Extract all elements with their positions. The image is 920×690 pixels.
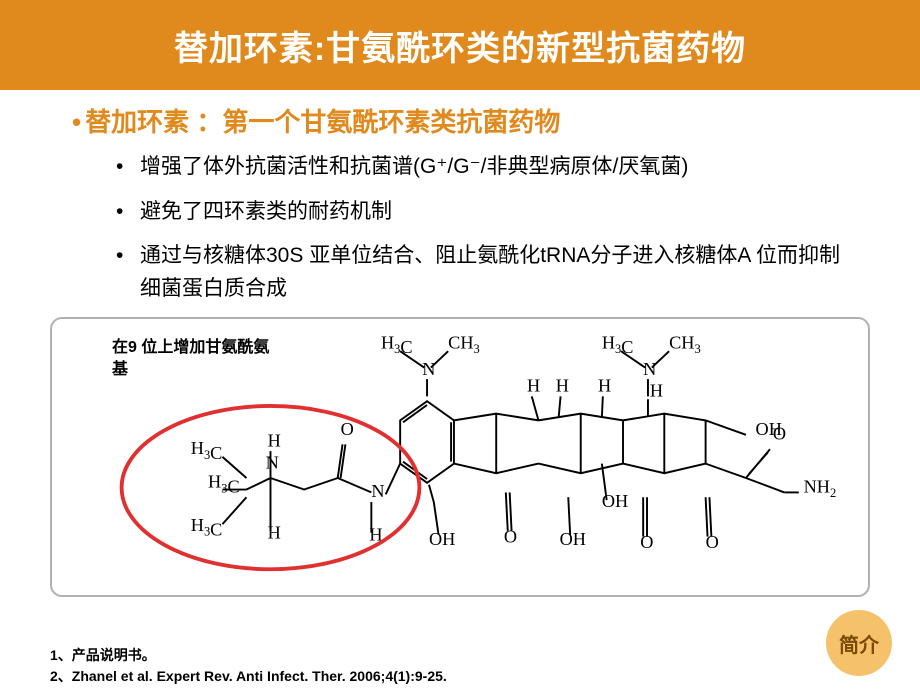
svg-text:CH3: CH3 [669, 333, 701, 357]
svg-text:O: O [773, 424, 786, 444]
svg-text:N: N [371, 481, 384, 501]
content-area: 替加环素 ：第一个甘氨酰环素类抗菌药物 增强了体外抗菌活性和抗菌谱(G⁺/G⁻/… [0, 90, 920, 305]
svg-text:NH2: NH2 [804, 477, 837, 501]
svg-text:O: O [504, 527, 517, 547]
sub-bullet-item: 增强了体外抗菌活性和抗菌谱(G⁺/G⁻/非典型病原体/厌氧菌) [140, 151, 880, 184]
reference-line: 2、Zhanel et al. Expert Rev. Anti Infect.… [50, 666, 447, 686]
svg-text:O: O [341, 419, 354, 439]
svg-text:H3C: H3C [208, 472, 240, 497]
svg-text:H3C: H3C [191, 438, 223, 463]
svg-text:CH3: CH3 [448, 333, 480, 357]
chemical-structure-svg: H3CCH3H3CCH3NNHHHHOHOHNH2H3CH3CH3CHNHONH… [112, 324, 842, 584]
svg-text:H: H [268, 523, 281, 543]
main-bullet: 替加环素 ：第一个甘氨酰环素类抗菌药物 [72, 102, 880, 139]
svg-text:N: N [643, 359, 656, 379]
reference-line: 1、产品说明书。 [50, 645, 447, 665]
sub-bullet-item: 避免了四环素类的耐药机制 [140, 196, 880, 229]
badge-label: 简介 [839, 629, 879, 658]
svg-text:H: H [268, 431, 281, 451]
svg-text:H3C: H3C [381, 333, 413, 358]
svg-text:H: H [556, 376, 569, 396]
svg-text:OH: OH [560, 529, 586, 549]
sub-bullet-list: 增强了体外抗菌活性和抗菌谱(G⁺/G⁻/非典型病原体/厌氧菌) 避免了四环素类的… [140, 151, 880, 305]
svg-text:H3C: H3C [602, 333, 634, 358]
title-bar: 替加环素:甘氨酰环类的新型抗菌药物 [0, 0, 920, 90]
svg-text:N: N [422, 359, 435, 379]
svg-text:H: H [650, 381, 663, 401]
svg-text:OH: OH [602, 491, 628, 511]
svg-text:H: H [598, 376, 611, 396]
chemical-structure-figure: 在9 位上增加甘氨酰氨基 H3CCH3H3CCH3NNHHHHOHOHNH2H3… [50, 317, 870, 597]
svg-text:N: N [266, 453, 279, 473]
svg-text:O: O [640, 532, 653, 552]
references: 1、产品说明书。 2、Zhanel et al. Expert Rev. Ant… [50, 645, 447, 686]
svg-text:O: O [706, 532, 719, 552]
svg-text:H3C: H3C [191, 515, 223, 540]
svg-text:OH: OH [429, 529, 455, 549]
sub-bullet-item: 通过与核糖体30S 亚单位结合、阻止氨酰化tRNA分子进入核糖体A 位而抑制细菌… [140, 240, 880, 305]
section-badge[interactable]: 简介 [826, 610, 892, 676]
svg-text:H: H [527, 376, 540, 396]
slide-title: 替加环素:甘氨酰环类的新型抗菌药物 [174, 21, 746, 70]
